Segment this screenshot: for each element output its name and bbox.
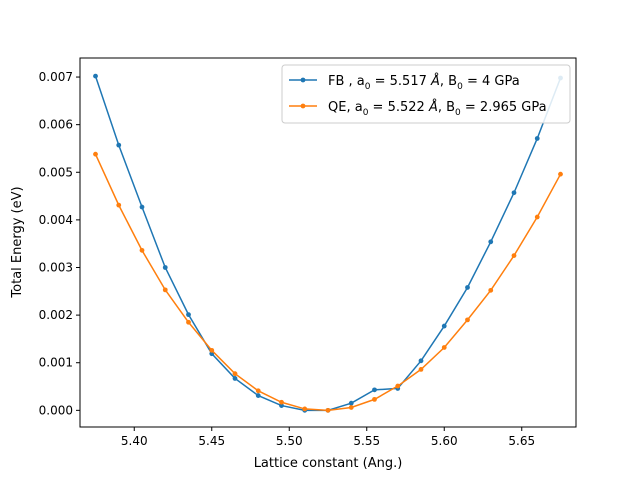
legend-box <box>281 64 571 124</box>
data-point <box>116 202 122 208</box>
legend-item-fb: FB , a0 = 5.517 Å, B0 = 4 GPa <box>289 73 520 92</box>
data-point <box>441 323 447 329</box>
data-point <box>325 407 331 413</box>
data-point <box>534 136 540 141</box>
data-point <box>255 388 261 394</box>
x-tick-label: 5.45 <box>198 434 225 448</box>
y-axis-label: Total Energy (eV) <box>10 186 25 298</box>
legend-label-fb: FB , a0 = 5.517 Å, B0 = 4 GPa <box>328 73 520 92</box>
y-tick-label: 0.006 <box>39 118 73 132</box>
data-point <box>511 253 517 258</box>
data-point <box>116 142 122 148</box>
y-tick-label: 0.007 <box>39 70 73 84</box>
y-axis: 0.000 0.001 0.002 0.003 0.004 0.005 0.006 0.007 <box>39 70 80 417</box>
data-point <box>162 287 168 293</box>
data-point <box>232 371 238 377</box>
x-tick-label: 5.50 <box>276 434 303 448</box>
y-tick-label: 0.003 <box>39 260 73 274</box>
plot-frame <box>79 57 577 428</box>
data-point <box>279 399 284 405</box>
data-point <box>465 285 470 290</box>
data-point <box>372 387 377 393</box>
data-point <box>488 287 494 293</box>
data-point <box>534 214 540 220</box>
legend-marker-qe <box>300 103 306 109</box>
data-point <box>488 239 494 245</box>
legend-label-qe: QE, a0 = 5.522 Å, B0 = 2.965 GPa <box>328 99 547 118</box>
y-tick-label: 0.005 <box>39 165 73 179</box>
data-point <box>93 151 98 157</box>
data-point <box>93 73 98 79</box>
y-tick-label: 0.001 <box>39 356 73 370</box>
data-point <box>441 345 447 350</box>
data-point <box>395 383 401 389</box>
data-point <box>418 358 424 364</box>
data-point <box>186 312 191 318</box>
data-point <box>232 376 238 381</box>
data-point <box>511 190 517 196</box>
x-tick-label: 5.55 <box>353 434 380 448</box>
x-tick-label: 5.65 <box>508 434 535 448</box>
x-tick-label: 5.60 <box>431 434 458 448</box>
data-point <box>302 406 308 412</box>
data-point <box>209 347 215 353</box>
y-tick-label: 0.002 <box>39 308 73 322</box>
data-point <box>465 317 470 323</box>
x-axis: 5.40 5.45 5.50 5.55 5.60 5.65 <box>121 427 535 448</box>
y-tick-label: 0.004 <box>39 213 73 227</box>
legend-marker-fb <box>300 77 306 83</box>
data-point <box>279 403 284 408</box>
data-point <box>418 366 424 372</box>
x-tick-label: 5.40 <box>121 434 148 448</box>
data-point <box>558 171 563 177</box>
data-point <box>139 247 145 253</box>
data-point <box>348 400 354 406</box>
x-axis-label: Lattice constant (Ang.) <box>254 456 403 471</box>
y-tick-label: 0.000 <box>39 403 73 417</box>
data-point <box>348 405 354 410</box>
data-point <box>372 396 377 402</box>
legend: FB , a0 = 5.517 Å, B0 = 4 GPa QE, a0 = 5… <box>281 64 571 124</box>
data-point <box>255 393 261 398</box>
legend-item-qe: QE, a0 = 5.522 Å, B0 = 2.965 GPa <box>289 99 547 118</box>
data-point <box>162 265 168 270</box>
data-point <box>186 319 191 325</box>
data-point <box>139 204 145 210</box>
